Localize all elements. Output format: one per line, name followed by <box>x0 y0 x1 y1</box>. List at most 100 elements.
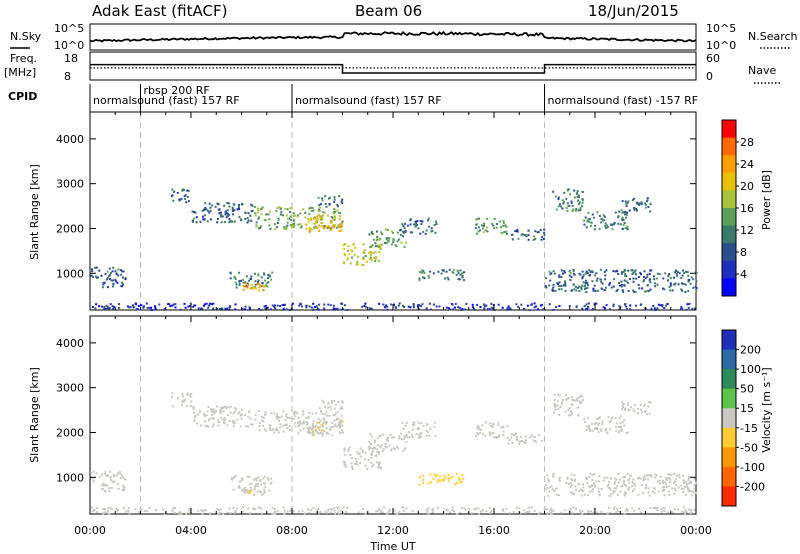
echo-cell <box>299 223 302 226</box>
echo-cell <box>116 281 119 284</box>
echo-cell <box>398 435 401 438</box>
echo-cell <box>644 202 647 205</box>
echo-cell <box>288 309 291 312</box>
echo-cell <box>693 487 696 490</box>
echo-cell <box>682 511 685 514</box>
echo-cell <box>605 427 607 430</box>
echo-cell <box>112 308 115 311</box>
echo-cell <box>505 232 508 235</box>
echo-cell <box>96 507 99 510</box>
echo-cell <box>311 425 314 428</box>
echo-cell <box>154 305 157 308</box>
echo-cell <box>474 507 477 510</box>
echo-cell <box>570 473 573 476</box>
echo-cell <box>622 211 625 214</box>
echo-cell <box>190 400 193 403</box>
echo-cell <box>299 212 302 215</box>
echo-cell <box>325 427 328 429</box>
echo-cell <box>573 480 576 483</box>
echo-cell <box>241 506 244 509</box>
echo-cell <box>323 303 326 306</box>
echo-cell <box>219 307 222 310</box>
echo-cell <box>228 420 231 422</box>
echo-cell <box>181 401 184 404</box>
echo-cell <box>545 508 547 511</box>
echo-cell <box>688 302 691 305</box>
echo-cell <box>446 509 449 512</box>
echo-cell <box>250 278 252 280</box>
echo-cell <box>289 429 291 431</box>
echo-cell <box>627 408 630 411</box>
echo-cell <box>431 508 434 510</box>
echo-cell <box>663 307 666 309</box>
echo-cell <box>556 404 559 407</box>
echo-cell <box>231 477 234 480</box>
echo-cell <box>429 308 432 311</box>
echo-cell <box>203 304 205 307</box>
echo-cell <box>591 488 594 491</box>
echo-cell <box>100 488 103 491</box>
echo-cell <box>645 486 648 489</box>
echo-cell <box>240 219 243 222</box>
echo-cell <box>232 412 235 415</box>
echo-cell <box>427 512 430 515</box>
echo-cell <box>387 437 390 440</box>
echo-cell <box>376 510 379 513</box>
echo-cell <box>574 209 577 212</box>
echo-cell <box>586 220 589 223</box>
echo-cell <box>633 209 636 211</box>
echo-cell <box>106 277 109 280</box>
echo-cell <box>202 218 205 221</box>
echo-cell <box>612 492 615 495</box>
echo-cell <box>283 226 286 229</box>
echo-cell <box>649 288 652 291</box>
echo-cell <box>329 511 332 514</box>
echo-cell <box>120 281 123 284</box>
echo-cell <box>113 306 116 309</box>
echo-cell <box>620 428 623 431</box>
echo-cell <box>671 511 674 514</box>
echo-cell <box>369 246 372 248</box>
echo-cell <box>552 509 555 512</box>
echo-cell <box>195 216 198 219</box>
echo-cell <box>338 195 341 198</box>
echo-cell <box>192 405 195 408</box>
echo-cell <box>217 513 220 515</box>
echo-cell <box>589 430 592 433</box>
echo-cell <box>308 212 311 215</box>
echo-cell <box>254 283 257 286</box>
echo-cell <box>201 307 204 310</box>
echo-cell <box>385 438 388 441</box>
echo-cell <box>454 483 457 486</box>
echo-cell <box>282 304 285 306</box>
echo-cell <box>241 478 244 481</box>
echo-cell <box>379 445 382 448</box>
echo-cell <box>294 415 297 418</box>
echo-cell <box>309 206 312 209</box>
echo-cell <box>693 477 696 480</box>
echo-cell <box>653 278 656 281</box>
echo-cell <box>325 422 327 425</box>
echo-cell <box>234 410 236 413</box>
echo-cell <box>384 443 387 446</box>
echo-cell <box>346 249 349 252</box>
echo-cell <box>401 223 404 226</box>
echo-cell <box>400 241 403 244</box>
echo-cell <box>588 475 591 478</box>
echo-cell <box>629 308 632 311</box>
echo-cell <box>484 434 487 437</box>
echo-cell <box>648 494 651 497</box>
echo-cell <box>593 483 596 486</box>
echo-cell <box>267 281 270 284</box>
echo-cell <box>253 486 256 489</box>
echo-cell <box>348 253 351 256</box>
echo-cell <box>644 203 647 206</box>
echo-cell <box>322 211 325 214</box>
echo-cell <box>342 431 345 434</box>
echo-cell <box>142 306 145 309</box>
echo-cell <box>356 452 359 455</box>
echo-cell <box>553 411 556 414</box>
echo-cell <box>283 509 286 512</box>
echo-cell <box>621 289 624 292</box>
echo-cell <box>334 423 337 426</box>
